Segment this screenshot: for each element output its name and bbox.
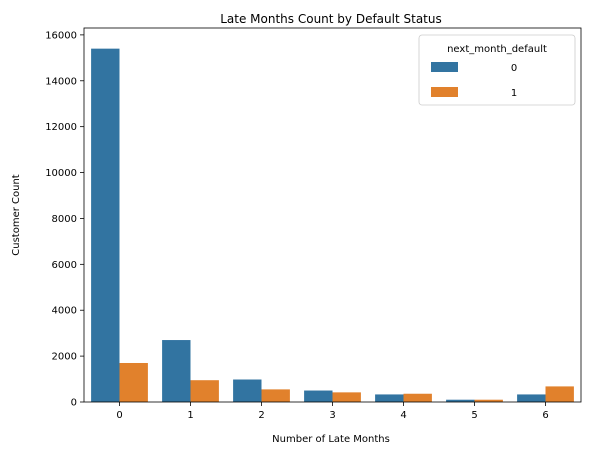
y-tick-label: 14000 — [45, 76, 77, 87]
y-tick-label: 4000 — [52, 306, 77, 317]
y-tick-label: 10000 — [45, 168, 77, 179]
y-tick-label: 16000 — [45, 30, 77, 41]
plot-frame — [83, 27, 582, 403]
y-tick-label: 0 — [71, 398, 77, 409]
x-tick-label: 3 — [329, 410, 335, 421]
legend-label-0: 0 — [511, 63, 517, 74]
bar-series-1-cat-1 — [190, 380, 219, 402]
y-tick-label: 2000 — [52, 352, 77, 363]
bar-series-1-cat-0 — [119, 362, 148, 402]
x-tick-label: 5 — [471, 410, 477, 421]
legend-swatch-0 — [431, 62, 458, 72]
bar-series-0-cat-2 — [233, 379, 262, 402]
x-tick-label: 2 — [258, 410, 264, 421]
bar-series-1-cat-5 — [474, 399, 503, 402]
bar-series-0-cat-1 — [162, 340, 191, 402]
x-axis-label: Number of Late Months — [272, 434, 390, 445]
y-tick-label: 6000 — [52, 260, 77, 271]
bar-series-0-cat-5 — [446, 399, 475, 402]
legend: next_month_default 0 1 — [418, 34, 576, 106]
bars-group — [91, 48, 574, 403]
x-tick-label: 4 — [400, 410, 406, 421]
x-axis: 0 1 2 3 4 5 6 — [116, 402, 549, 421]
bar-series-1-cat-6 — [545, 386, 574, 402]
bar-series-1-cat-4 — [403, 393, 432, 402]
bar-series-1-cat-3 — [332, 392, 361, 402]
y-tick-label: 12000 — [45, 122, 77, 133]
bar-series-0-cat-0 — [91, 48, 120, 403]
legend-label-1: 1 — [511, 88, 517, 99]
x-tick-label: 1 — [187, 410, 193, 421]
legend-swatch-1 — [431, 87, 458, 97]
bar-series-1-cat-2 — [261, 389, 290, 402]
y-axis-label: Customer Count — [11, 174, 22, 256]
x-tick-label: 6 — [542, 410, 548, 421]
bar-series-0-cat-6 — [517, 394, 546, 402]
bar-series-0-cat-4 — [375, 394, 404, 402]
legend-title: next_month_default — [447, 44, 547, 55]
x-tick-label: 0 — [116, 410, 122, 421]
y-axis: 0 2000 4000 6000 8000 10000 12000 14000 16000 — [45, 30, 84, 409]
y-tick-label: 8000 — [52, 214, 77, 225]
bar-series-0-cat-3 — [304, 390, 333, 402]
chart-title: Late Months Count by Default Status — [220, 12, 442, 26]
